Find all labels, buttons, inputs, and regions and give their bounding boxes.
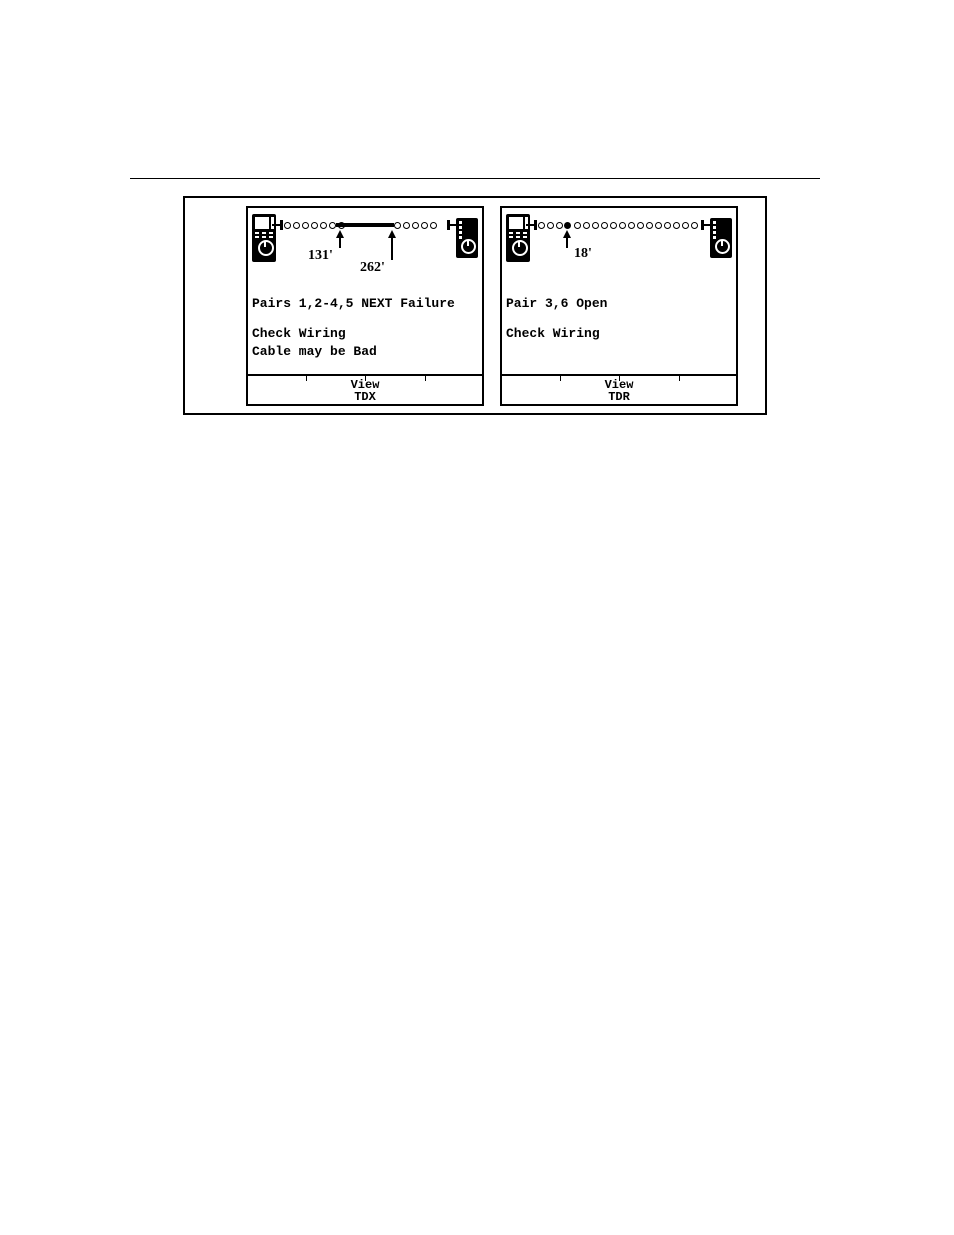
marker-arrow-stem bbox=[391, 238, 393, 260]
section-divider bbox=[130, 178, 820, 179]
tester-screen-right: 18' Pair 3,6 Open Check Wiring View TDR bbox=[500, 206, 738, 406]
distance-label-1: 18' bbox=[574, 246, 592, 262]
advice-line-2: Cable may be Bad bbox=[252, 344, 478, 360]
advice-line-1: Check Wiring bbox=[252, 326, 478, 342]
softkey-label-line2[interactable]: TDR bbox=[608, 391, 630, 403]
figure-frame: 131' 262' Pairs 1,2-4,5 NEXT Failure Che… bbox=[183, 196, 767, 415]
softkey-label-line2[interactable]: TDX bbox=[354, 391, 376, 403]
distance-label-2: 262' bbox=[360, 260, 385, 276]
remote-unit-icon bbox=[456, 218, 478, 258]
cable-diagram-left: 131' 262' bbox=[248, 208, 482, 286]
status-line: Pair 3,6 Open bbox=[506, 296, 732, 312]
cable-track bbox=[526, 222, 712, 228]
softkey-bar: View TDX bbox=[246, 374, 484, 406]
cable-diagram-right: 18' bbox=[502, 208, 736, 286]
tester-screen-left: 131' 262' Pairs 1,2-4,5 NEXT Failure Che… bbox=[246, 206, 484, 406]
fault-point bbox=[564, 222, 574, 228]
marker-arrow-icon bbox=[563, 230, 571, 238]
status-line: Pairs 1,2-4,5 NEXT Failure bbox=[252, 296, 478, 312]
page: 131' 262' Pairs 1,2-4,5 NEXT Failure Che… bbox=[0, 0, 954, 1235]
remote-unit-icon bbox=[710, 218, 732, 258]
softkey-bar: View TDR bbox=[500, 374, 738, 406]
marker-arrow-stem bbox=[566, 238, 568, 248]
marker-arrow-icon bbox=[336, 230, 344, 238]
distance-label-1: 131' bbox=[308, 248, 333, 264]
fault-segment bbox=[336, 223, 394, 227]
cable-track bbox=[272, 222, 458, 228]
marker-arrow-icon bbox=[388, 230, 396, 238]
advice-line-1: Check Wiring bbox=[506, 326, 732, 342]
marker-arrow-stem bbox=[339, 238, 341, 248]
